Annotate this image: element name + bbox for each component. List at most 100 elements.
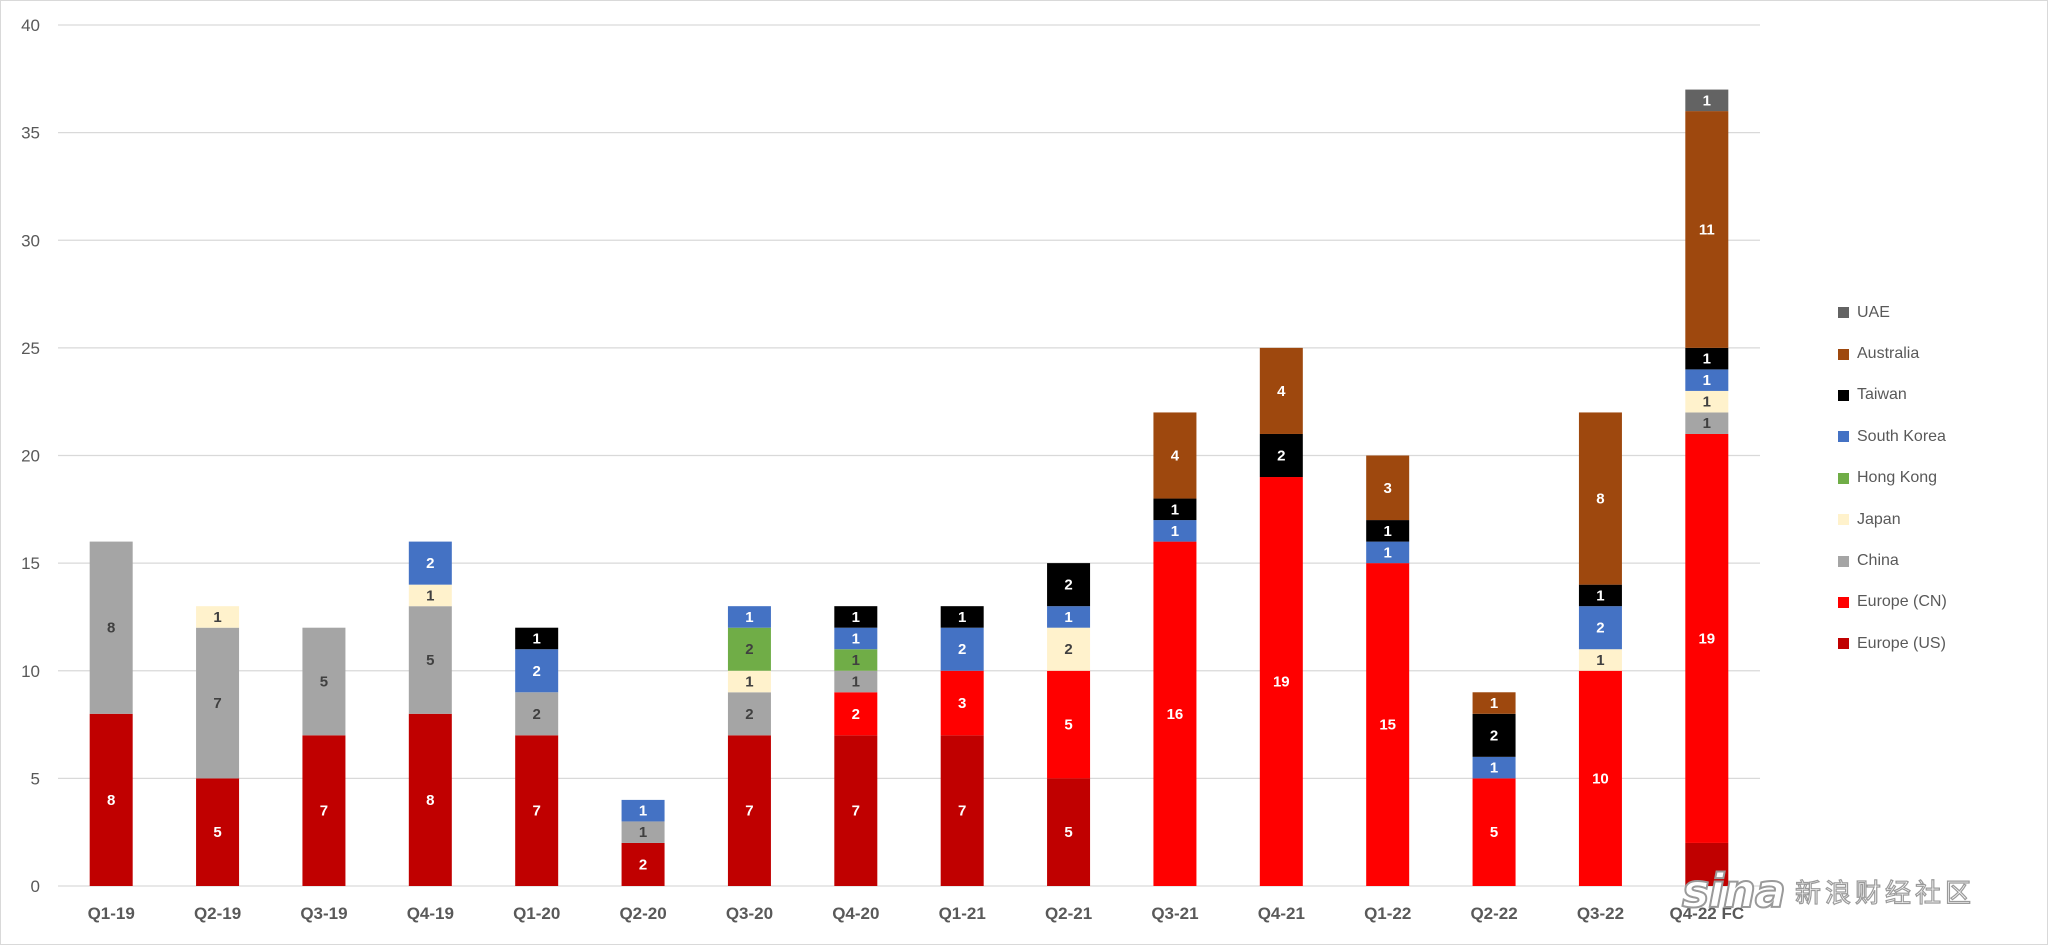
data-label: 8 [426,792,434,809]
y-tick-label: 25 [21,339,40,358]
bar-segment [621,799,665,822]
bar-segment [515,735,559,886]
data-label: 7 [852,803,860,820]
y-tick-label: 20 [21,447,40,466]
bar-segment [940,627,984,671]
sina-logo: sina [1681,863,1787,919]
data-label: 1 [745,674,753,691]
bar-segment [1259,477,1303,886]
bar-segment [1153,541,1197,886]
bar-segment [1472,756,1516,779]
legend-swatch [1838,596,1849,608]
data-label: 5 [426,652,434,669]
y-tick-label: 30 [21,231,40,250]
data-label: 1 [1703,92,1711,109]
bar-segment [834,606,878,628]
data-label: 1 [533,630,541,647]
bar-segment [1366,520,1410,542]
bar-segment [515,692,559,736]
y-axis-ticks: 0 5 10 15 20 25 30 35 40 [21,16,40,896]
y-tick-label: 35 [21,124,40,143]
bar-segment [834,627,878,650]
data-label: 1 [426,587,434,604]
bar-segment [196,627,240,779]
data-label: 1 [852,674,860,691]
bar-segment [1366,563,1410,886]
data-label: 3 [958,695,966,712]
data-label: 1 [958,609,966,626]
data-label: 5 [320,674,328,691]
data-label: 2 [1064,577,1072,594]
data-label: 1 [1703,351,1711,368]
legend-item: Hong Kong [1838,458,2038,499]
bar-segment [727,735,771,886]
data-label: 1 [1384,523,1392,540]
legend-item: Japan [1838,499,2038,540]
data-label: 4 [1171,448,1180,465]
legend-label: Japan [1857,510,1901,528]
data-label: 8 [1596,491,1604,508]
data-label: 1 [852,652,860,669]
legend-item: UAE [1838,292,2038,333]
data-label: 15 [1379,717,1396,734]
bar-segment [196,606,240,628]
data-label: 2 [745,641,753,658]
bar-segment [1472,713,1516,757]
data-label: 1 [1171,523,1179,540]
bar-segment [408,541,452,585]
data-label: 5 [1064,824,1072,841]
legend-swatch [1838,307,1849,319]
data-label: 1 [1596,652,1604,669]
x-tick-label: Q3-19 [300,904,347,923]
x-tick-label: Q4-20 [832,904,879,923]
legend-swatch [1838,431,1849,443]
x-tick-label: Q3-21 [1151,904,1198,923]
x-tick-label: Q2-22 [1470,904,1517,923]
bar-segment [515,627,559,650]
bar-segment [1578,606,1622,650]
data-label: 1 [1490,695,1498,712]
bar-segment [1153,498,1197,521]
bar-segment [302,627,346,736]
data-label: 7 [213,695,221,712]
data-label: 1 [1703,372,1711,389]
legend-label: Europe (CN) [1857,593,1947,611]
bar-segment [1047,670,1091,779]
x-tick-label: Q3-20 [726,904,773,923]
x-tick-label: Q1-21 [939,904,986,923]
bar-segment [1685,347,1729,370]
data-label: 5 [1064,717,1072,734]
data-label: 1 [1490,760,1498,777]
legend-label: UAE [1857,303,1890,321]
data-label: 1 [852,609,860,626]
data-label: 1 [1596,587,1604,604]
data-label: 7 [745,803,753,820]
data-label: 2 [1064,641,1072,658]
bar-segment [940,670,984,736]
bar-segment [302,735,346,886]
data-label: 1 [852,630,860,647]
data-label: 16 [1167,706,1184,723]
data-label: 5 [213,824,221,841]
bar-segment [1472,692,1516,714]
bar-segment [1259,347,1303,434]
x-tick-label: Q2-21 [1045,904,1092,923]
legend-item: Europe (US) [1838,623,2038,664]
bar-segment [1472,778,1516,886]
x-axis-ticks: Q1-19 Q2-19 Q3-19 Q4-19 Q1-20 Q2-20 Q3-20 Q4-20… [88,904,1745,923]
x-tick-label: Q3-22 [1577,904,1624,923]
y-tick-label: 0 [31,877,40,896]
x-tick-label: Q4-22 FC [1669,904,1744,923]
legend-item: Taiwan [1838,375,2038,416]
y-tick-label: 10 [21,662,40,681]
bar-segment [1685,390,1729,413]
data-label: 1 [639,824,647,841]
data-label: 2 [852,706,860,723]
bar-segment [834,735,878,886]
legend-item: Europe (CN) [1838,582,2038,623]
legend-label: Europe (US) [1857,634,1946,652]
x-tick-label: Q4-21 [1258,904,1305,923]
legend-item: China [1838,540,2038,581]
data-label: 8 [107,620,115,637]
